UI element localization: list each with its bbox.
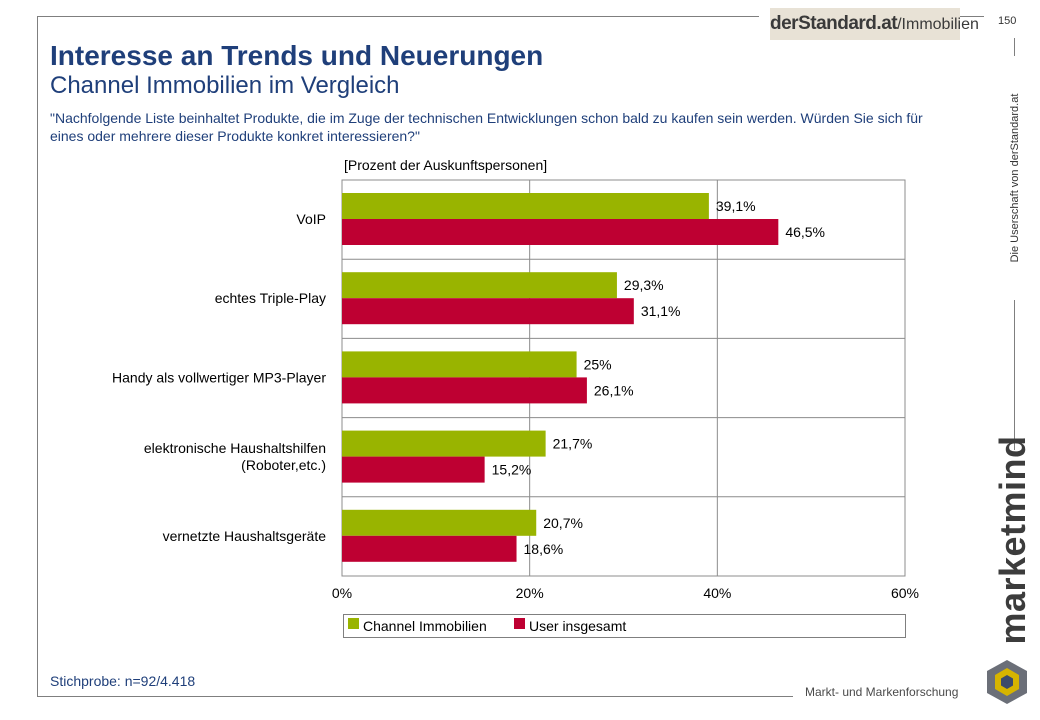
data-label: 25% [584, 356, 612, 372]
side-divider-top [1014, 38, 1015, 56]
legend-label-channel-immobilien: Channel Immobilien [363, 618, 487, 634]
tagline: Markt- und Markenforschung [805, 685, 959, 699]
legend-swatch-channel-immobilien [348, 618, 359, 629]
data-label: 20,7% [543, 515, 583, 531]
category-label: echtes Triple-Play [215, 290, 326, 306]
category-label: (Roboter,etc.) [241, 457, 326, 473]
x-tick-label: 40% [703, 585, 731, 601]
legend-label-user-insgesamt: User insgesamt [529, 618, 627, 634]
bar [342, 509, 537, 536]
page-number: 150 [998, 15, 1017, 27]
survey-question: "Nachfolgende Liste beinhaltet Produkte,… [50, 110, 923, 144]
data-label: 31,1% [641, 303, 681, 319]
sample-footnote: Stichprobe: n=92/4.418 [50, 673, 196, 689]
bar [342, 430, 546, 457]
frame-left-line [37, 16, 38, 696]
brand-logo-suffix: /Immobilien [897, 16, 979, 33]
bar [342, 377, 587, 404]
brand-logo-main: derStandard.at [770, 13, 898, 34]
category-label: VoIP [296, 211, 326, 227]
chart-legend: Channel Immobilien User insgesamt [343, 614, 906, 638]
bar [342, 351, 577, 378]
data-label: 46,5% [785, 224, 825, 240]
data-label: 26,1% [594, 382, 634, 398]
bar [342, 193, 709, 219]
data-label: 29,3% [624, 277, 664, 293]
x-tick-label: 60% [891, 585, 919, 601]
bar [342, 535, 517, 562]
data-label: 21,7% [553, 436, 593, 452]
x-tick-label: 0% [332, 585, 352, 601]
frame-bottom-line [37, 696, 793, 697]
bar [342, 272, 617, 299]
data-label: 39,1% [716, 198, 756, 214]
category-label: elektronische Haushaltshilfen [144, 440, 326, 456]
data-label: 15,2% [492, 462, 532, 478]
bar [342, 298, 634, 325]
page-subtitle: Channel Immobilien im Vergleich [50, 72, 400, 99]
brand-logo: derStandard.at/Immobilien [770, 8, 979, 40]
side-divider-middle [1014, 300, 1015, 450]
frame-top-line [37, 16, 759, 17]
legend-swatch-user-insgesamt [514, 618, 525, 629]
unit-label: [Prozent der Auskunftspersonen] [344, 157, 548, 173]
page-title: Interesse an Trends und Neuerungen [50, 40, 544, 71]
data-label: 18,6% [524, 541, 564, 557]
bar [342, 456, 485, 483]
category-label: Handy als vollwertiger MP3-Player [112, 369, 326, 385]
x-tick-label: 20% [516, 585, 544, 601]
category-label: vernetzte Haushaltsgeräte [163, 528, 327, 544]
bar [342, 219, 779, 245]
frame-top-line-right [960, 16, 984, 17]
